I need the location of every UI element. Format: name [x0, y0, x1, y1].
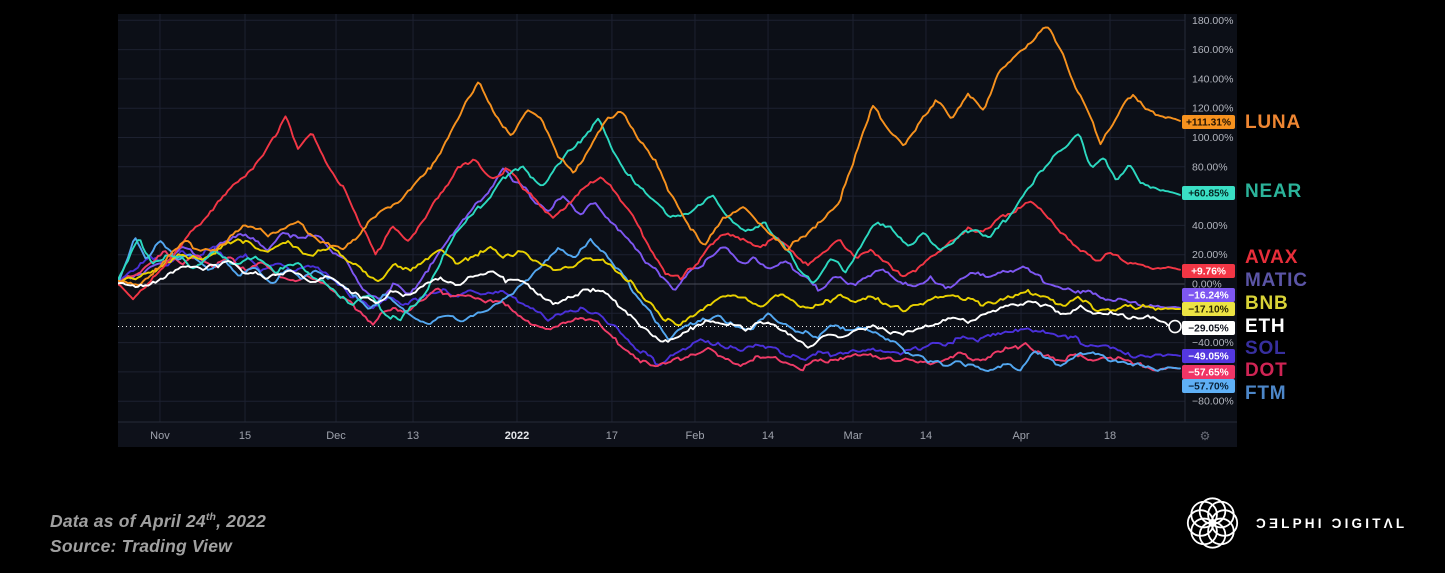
price-badge-bnb: −17.10%	[1182, 302, 1235, 316]
series-lines	[118, 26, 1181, 373]
caption-line-2: Source: Trading View	[50, 535, 232, 556]
time-axis-strip[interactable]	[118, 422, 1237, 447]
time-tick-label: Dec	[326, 430, 346, 442]
ticker-label-bnb: BNB	[1245, 293, 1289, 314]
price-badge-ftm: −57.70%	[1182, 379, 1235, 393]
eth-last-price-marker	[1168, 319, 1182, 334]
time-tick-label: Mar	[844, 430, 863, 442]
time-tick-label: 18	[1104, 430, 1116, 442]
price-tick-label: 140.00%	[1192, 73, 1233, 85]
price-badge-matic: −16.24%	[1182, 288, 1235, 302]
time-tick-label: Nov	[150, 430, 170, 442]
series-line-eth	[118, 260, 1181, 349]
price-badge-label: +111.31%	[1186, 118, 1231, 129]
price-tick-label: 160.00%	[1192, 44, 1233, 56]
price-tick-label: 80.00%	[1192, 161, 1228, 173]
ticker-label-luna: LUNA	[1245, 112, 1301, 133]
price-scale[interactable]: 180.00% 160.00% 140.00% 120.00% 100.00% 80.00…	[1192, 15, 1234, 408]
ticker-label-eth: ETH	[1245, 316, 1286, 337]
series-line-sol	[118, 245, 1181, 366]
time-tick-label: 13	[407, 430, 419, 442]
time-scale[interactable]: Nov 15 Dec 13 2022 17 Feb 14 Mar 14 Apr 18	[150, 430, 1116, 442]
time-tick-label: Feb	[686, 430, 705, 442]
price-badge-sol: −49.05%	[1182, 349, 1235, 363]
caption-date-text: Data as of April 24	[50, 510, 206, 531]
time-tick-label: 2022	[505, 430, 529, 442]
time-tick-label: 17	[606, 430, 618, 442]
ticker-label-sol: SOL	[1245, 338, 1287, 359]
price-badge-dot: −57.65%	[1182, 365, 1235, 379]
ticker-label-dot: DOT	[1245, 360, 1288, 381]
price-badge-luna: +111.31%	[1182, 115, 1235, 129]
chart-panel: 180.00% 160.00% 140.00% 120.00% 100.00% 80.00…	[118, 14, 1237, 447]
caption-line-1: Data as of April 24th, 2022	[50, 505, 266, 534]
price-badge-eth: −29.05%	[1182, 321, 1235, 335]
price-badge-label: +9.76%	[1191, 267, 1226, 278]
price-tick-label: 120.00%	[1192, 103, 1233, 115]
price-badge-near: +60.85%	[1182, 186, 1235, 200]
time-tick-label: Apr	[1012, 430, 1029, 442]
series-line-bnb	[118, 238, 1181, 327]
brand: ƆƎLPHI ƆIGITΛL	[1184, 494, 1407, 552]
delphi-digital-logo-icon	[1186, 497, 1239, 549]
series-line-dot	[118, 250, 1181, 372]
price-badge-label: −29.05%	[1188, 324, 1229, 335]
price-tick-label: −80.00%	[1192, 396, 1234, 408]
price-badge-label: −57.70%	[1188, 382, 1229, 393]
price-tick-label: 180.00%	[1192, 15, 1233, 27]
chart-caption: Data as of April 24th, 2022 Source: Trad…	[50, 505, 266, 559]
price-badge-label: +60.85%	[1188, 189, 1229, 200]
series-line-luna	[118, 26, 1181, 287]
price-tick-label: 100.00%	[1192, 132, 1233, 144]
ticker-label-matic: MATIC	[1245, 270, 1308, 291]
brand-name: ƆƎLPHI ƆIGITΛL	[1256, 515, 1408, 531]
ticker-label-near: NEAR	[1245, 181, 1303, 202]
price-badge-label: −49.05%	[1188, 352, 1229, 363]
price-badges: +111.31% +60.85% +9.76% −16.24% −17.10% −29.0…	[1182, 115, 1235, 393]
price-badge-label: −17.10%	[1188, 305, 1229, 316]
grid	[118, 14, 1185, 422]
caption-date-ordinal: th	[205, 511, 217, 523]
time-tick-label: 14	[920, 430, 932, 442]
ticker-label-ftm: FTM	[1245, 383, 1287, 404]
time-tick-label: 14	[762, 430, 774, 442]
series-line-avax	[118, 115, 1181, 301]
time-tick-label: 15	[239, 430, 251, 442]
ticker-label-avax: AVAX	[1245, 247, 1299, 268]
price-tick-label: 0.00%	[1192, 279, 1222, 291]
caption-date-year: , 2022	[216, 510, 267, 531]
price-chart-canvas[interactable]: 180.00%160.00%140.00%120.00%100.00%80.00…	[118, 14, 1237, 447]
logo-loop	[1207, 500, 1235, 529]
price-tick-label: 40.00%	[1192, 220, 1228, 232]
price-tick-label: −40.00%	[1192, 337, 1234, 349]
time-axis-settings-gear-icon[interactable]: ⚙	[1200, 429, 1211, 443]
price-badge-label: −16.24%	[1188, 291, 1229, 302]
series-line-near	[118, 117, 1181, 322]
series-line-matic	[118, 167, 1181, 309]
price-badge-label: −57.65%	[1188, 368, 1229, 379]
price-tick-label: 20.00%	[1192, 249, 1228, 261]
price-badge-avax: +9.76%	[1182, 264, 1235, 278]
